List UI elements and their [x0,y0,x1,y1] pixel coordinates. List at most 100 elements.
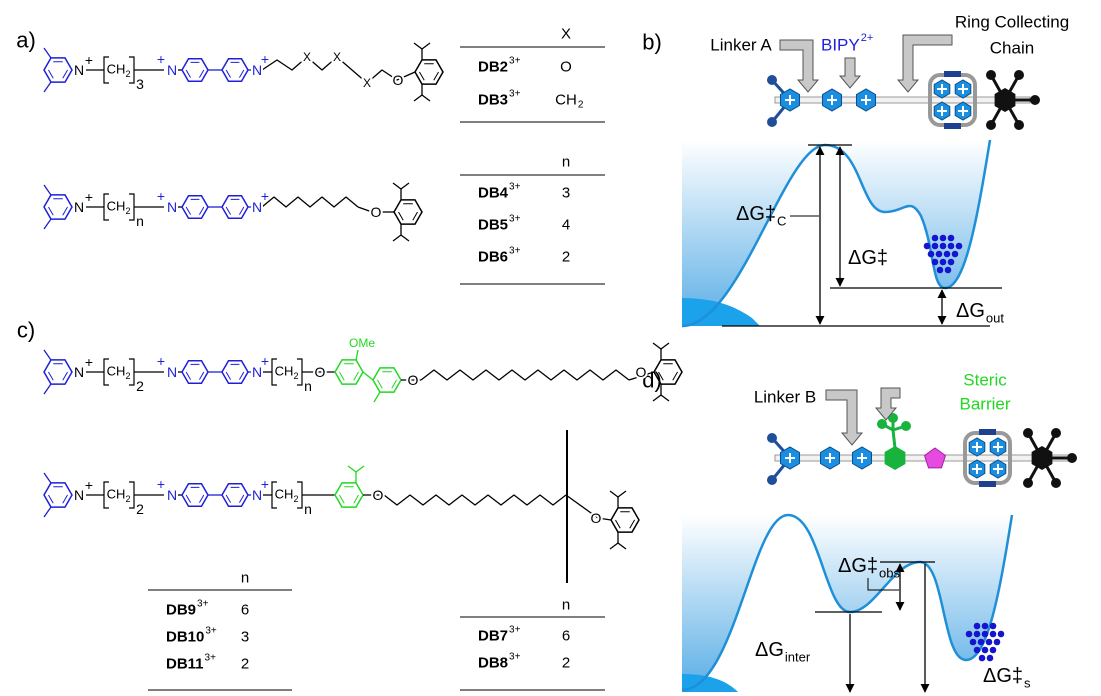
compound-name: DB4 [478,185,509,202]
table-value: 2 [562,249,570,266]
population-dot [931,234,939,242]
bond [565,494,599,519]
compound-charge: 3+ [197,599,209,610]
population-dot [973,622,981,630]
charge-label: + [157,188,165,204]
callout-superscript: 2+ [861,32,874,44]
energy-label: ΔG‡ [848,247,888,269]
atom-label: CH [275,487,294,502]
table-value: 3 [562,185,570,202]
population-dot [947,242,955,250]
ring-inner [47,486,69,504]
stopper-ball [1014,120,1024,130]
stopper-ball [767,75,777,85]
bipyridinium-ring [221,57,249,83]
bracket [129,358,135,386]
subscript: 2 [136,501,144,517]
bipyridinium-ring [221,482,249,508]
ring-inner [376,371,398,389]
steric-arm [891,429,897,449]
compound-charge: 3+ [205,626,217,637]
chain [420,369,630,381]
population-dot [981,622,989,630]
bracket [271,358,277,386]
callout-arrow [896,34,953,93]
population-dot [985,638,993,646]
bond [400,182,410,190]
compound-name: DB5 [478,217,508,234]
macrocycle-cap [944,71,961,77]
compound-name: DB2 [478,59,508,76]
table-value: 4 [562,217,570,234]
ring-inner [185,61,205,79]
atom-label: O [371,204,382,220]
aryl-ring [610,507,640,533]
energy-label: ΔG‡ [736,203,776,225]
ring-inner [225,61,245,79]
pyridinium-ring [43,482,73,508]
population-dot [939,258,947,266]
compound-charge: 3+ [509,182,521,193]
aryl-ring [414,59,444,85]
bond [413,94,423,102]
table-value: 6 [562,628,570,645]
axle [774,96,1031,104]
energy-curve [681,139,992,328]
charge-label: + [85,189,93,205]
stopper-ball [767,475,777,485]
compound-charge: 3+ [205,653,217,664]
atom-label: N [167,199,177,215]
bracket [129,193,135,221]
ring-inner [338,486,360,504]
bracket [271,481,277,509]
population-dot [951,250,959,258]
bond [43,218,52,230]
bond [392,234,402,242]
bipyridinium-ring [181,57,209,83]
bond [355,349,359,361]
ring-inner [657,363,679,381]
callout-arrow [825,389,864,446]
atom-label: X [303,50,311,64]
bipyridinium-ring [181,482,209,508]
atom-label: N [252,487,262,503]
atom-label: CH [107,364,126,379]
ring-inner [397,203,419,221]
energy-label: ΔG [755,639,784,661]
stopper-ball [767,117,777,127]
ring-inner [418,63,440,81]
bipyridinium-ring [221,194,249,220]
subscript: 3 [136,76,144,92]
energy-well-fill [682,515,1012,690]
subscript: 2 [125,494,130,504]
compound-charge: 3+ [509,246,521,257]
callout-label: Ring Collecting [955,13,1069,32]
bond [43,506,52,518]
table-header: n [562,154,570,171]
axle [774,454,1069,462]
charge-label: + [157,476,165,492]
energy-well-fill [682,140,990,326]
table-value: 6 [241,602,249,619]
population-dot [944,266,952,274]
stopper-ball [1014,70,1024,80]
charge-label: + [85,52,93,68]
subscript: 2 [125,206,130,216]
bond [362,371,374,381]
subscript: 2 [125,371,130,381]
callout-label: Chain [990,39,1034,58]
population-dot [923,242,931,250]
bond [652,394,662,402]
ring-inner [225,198,245,216]
subscript: n [304,378,312,394]
aryl-ring [653,359,683,385]
atom-label: N [252,364,262,380]
panel-label: c) [17,318,35,343]
atom-label: O [315,364,326,380]
compound-name: DB11 [166,656,204,673]
table-header: n [241,570,249,587]
bracket [129,56,135,84]
pyridinium-ring [43,57,73,83]
bond [421,94,431,102]
